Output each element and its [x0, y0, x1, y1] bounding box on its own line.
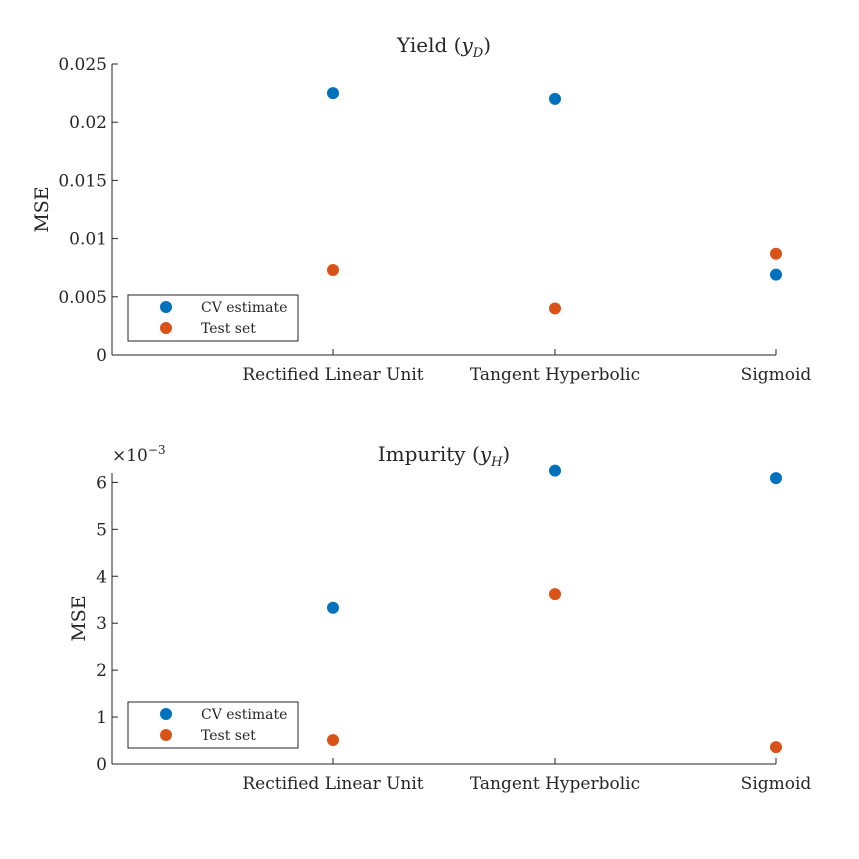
- data-point-cv-estimate: [770, 268, 782, 281]
- chart-title: Impurity (yH): [378, 442, 510, 470]
- chart-title-var: y: [479, 442, 492, 466]
- chart-title-text: Impurity (: [378, 442, 480, 466]
- legend: CV estimate Test set: [127, 294, 299, 342]
- y-tick-label: 0.025: [58, 55, 107, 75]
- y-tick-label: 4: [96, 567, 107, 587]
- chart-title-sub: H: [490, 455, 503, 470]
- y-tick-label: 5: [96, 520, 107, 540]
- data-point-test-set: [549, 302, 561, 315]
- legend-box: [127, 294, 299, 342]
- data-point-test-set: [327, 264, 339, 277]
- data-point-test-set: [549, 588, 561, 601]
- legend-marker-cv-estimate: [160, 708, 172, 720]
- data-point-cv-estimate: [327, 601, 339, 614]
- x-tick-label: Tangent Hyperbolic: [470, 774, 640, 794]
- chart-title-var: y: [460, 33, 473, 57]
- y-tick-label: 2: [96, 661, 107, 681]
- y-tick-label: 6: [96, 473, 107, 493]
- y-axis-label: MSE: [68, 595, 90, 641]
- legend-label-cv-estimate: CV estimate: [201, 707, 287, 723]
- x-tick-label: Rectified Linear Unit: [242, 365, 423, 385]
- chart-title-sub: D: [472, 46, 484, 61]
- legend-label-test-set: Test set: [201, 728, 256, 744]
- chart-title-close: ): [502, 442, 510, 466]
- x-tick-label: Sigmoid: [741, 774, 812, 794]
- data-point-cv-estimate: [549, 92, 561, 105]
- x-tick-label: Rectified Linear Unit: [242, 774, 423, 794]
- y-exponent-power: −3: [148, 443, 166, 457]
- y-tick-label: 0.01: [69, 230, 107, 250]
- data-point-test-set: [327, 734, 339, 747]
- data-point-cv-estimate: [770, 472, 782, 485]
- chart-title-close: ): [483, 33, 491, 57]
- y-tick-label: 0: [96, 346, 107, 366]
- chart-title-text: Yield (: [396, 33, 461, 57]
- data-point-cv-estimate: [549, 464, 561, 477]
- legend-marker-cv-estimate: [160, 301, 172, 313]
- y-exponent-label: ×10−3: [112, 443, 166, 466]
- x-tick-label: Sigmoid: [741, 365, 812, 385]
- y-tick-label: 1: [96, 708, 107, 728]
- y-tick-label: 0.005: [58, 288, 107, 308]
- legend-box: [127, 701, 299, 749]
- y-tick-label: 0: [96, 755, 107, 775]
- x-tick-label: Tangent Hyperbolic: [470, 365, 640, 385]
- y-tick-label: 0.015: [58, 171, 107, 191]
- data-point-cv-estimate: [327, 87, 339, 100]
- data-point-test-set: [770, 741, 782, 754]
- chart-panel-2: 0 1 2 3 4 5 6 Rectified Linear Unit Tangent Hype…: [68, 442, 811, 794]
- legend: CV estimate Test set: [127, 701, 299, 749]
- y-tick-label: 3: [96, 614, 107, 634]
- legend-marker-test-set: [160, 322, 172, 334]
- legend-label-test-set: Test set: [201, 321, 256, 337]
- chart-title: Yield (yD): [396, 33, 491, 61]
- y-axis-label: MSE: [31, 186, 53, 232]
- y-tick-label: 0.02: [69, 113, 107, 133]
- legend-marker-test-set: [160, 729, 172, 741]
- chart-panel-1: 0 0.005 0.01 0.015 0.02 0.025 Rectified Linear…: [31, 33, 811, 385]
- legend-label-cv-estimate: CV estimate: [201, 300, 287, 316]
- y-exponent-base: ×10: [112, 446, 148, 466]
- data-point-test-set: [770, 247, 782, 260]
